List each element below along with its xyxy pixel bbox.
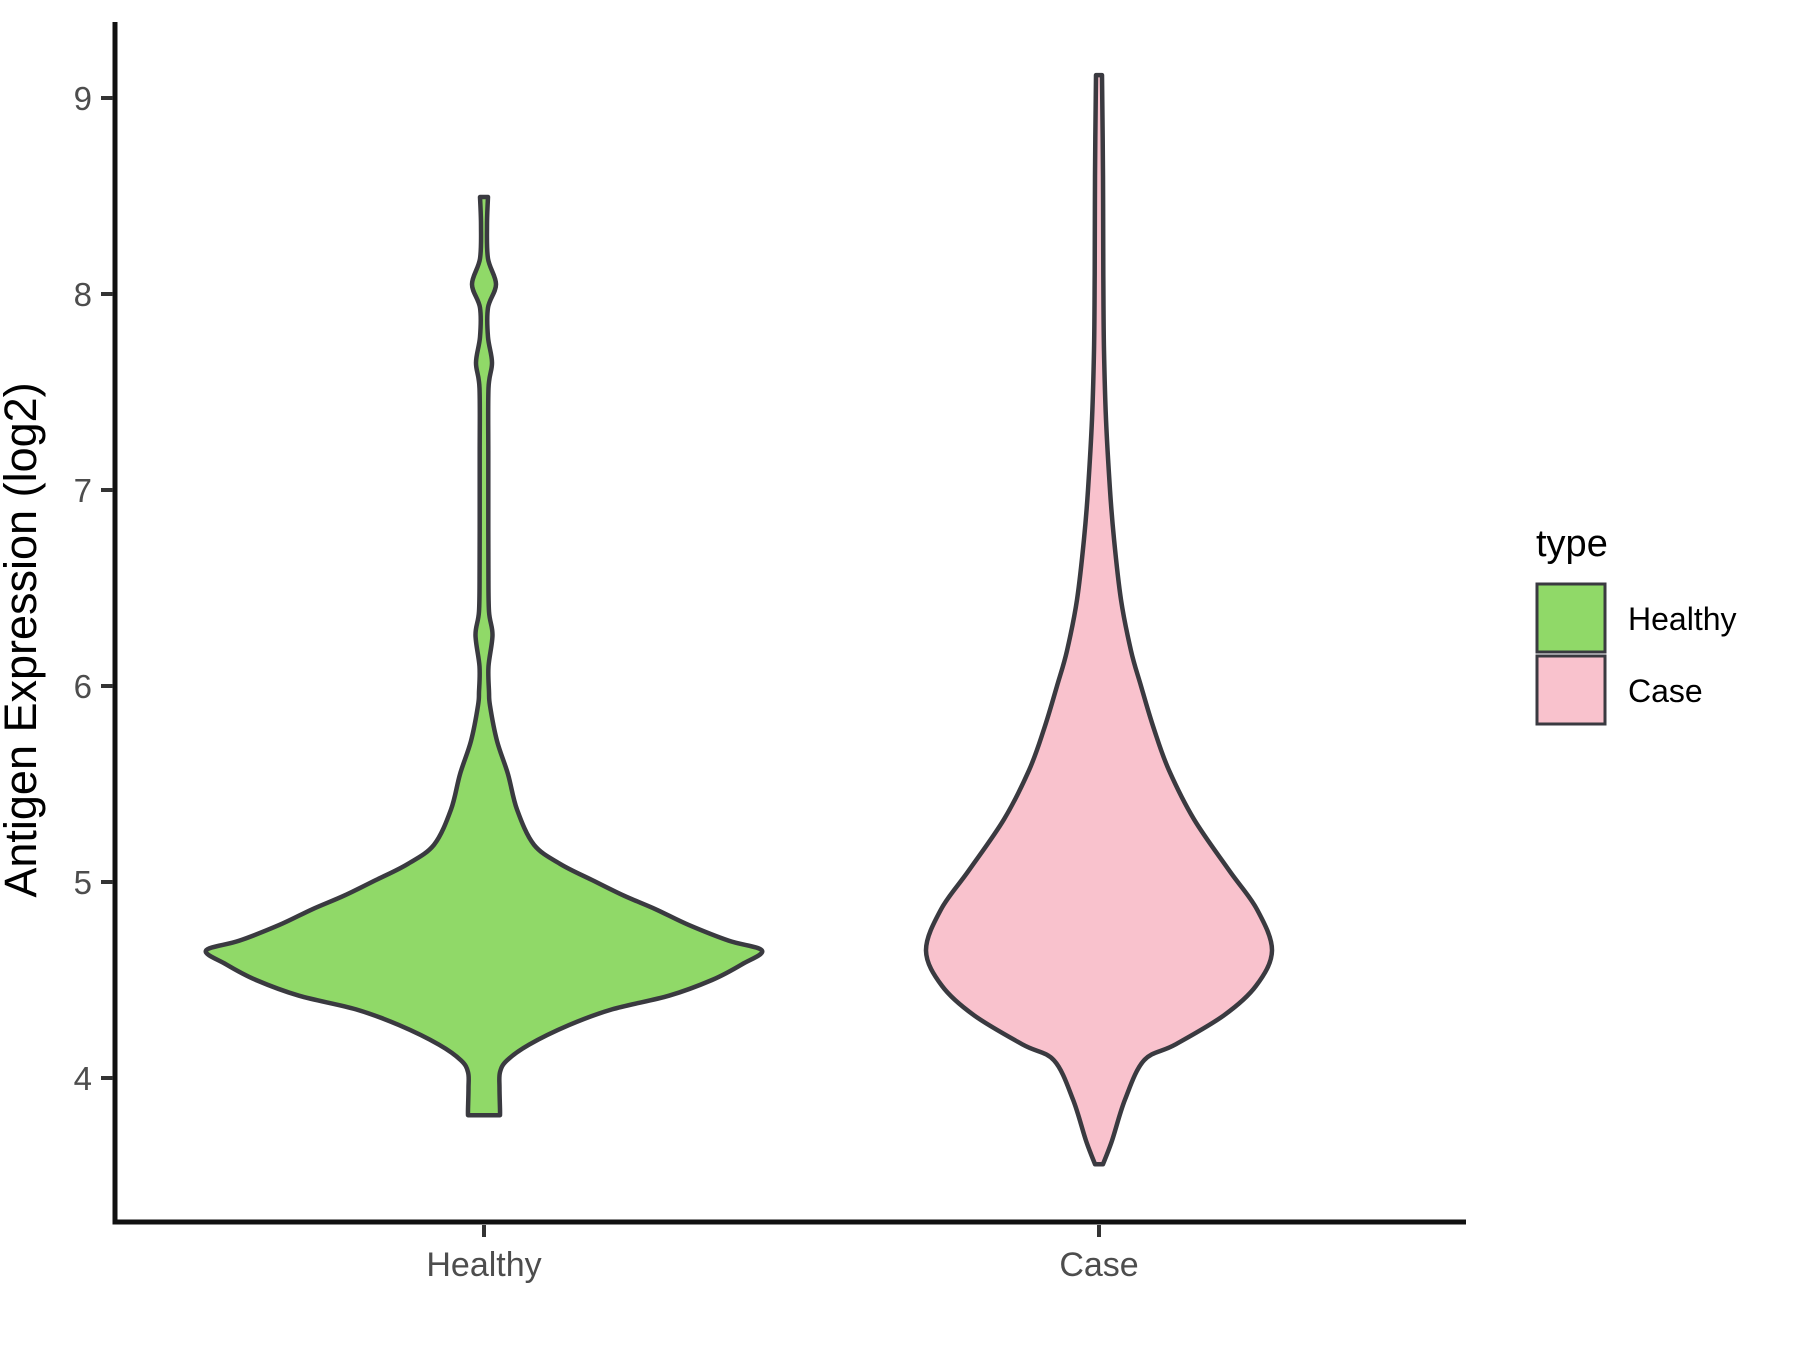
- y-tick-label: 7: [74, 472, 92, 509]
- x-tick-label-healthy: Healthy: [426, 1246, 541, 1284]
- y-tick-label: 5: [74, 864, 92, 901]
- y-axis-title: Antigen Expression (log2): [0, 382, 46, 897]
- legend-label-healthy: Healthy: [1628, 601, 1737, 637]
- legend: type Healthy Case: [1535, 523, 1737, 726]
- legend-swatch-case: [1535, 654, 1607, 726]
- y-tick-label: 6: [74, 668, 92, 705]
- legend-title: type: [1536, 523, 1608, 565]
- y-tick-label: 9: [74, 80, 92, 117]
- violin-healthy: [203, 194, 765, 1118]
- y-tick-label: 8: [74, 276, 92, 313]
- y-tick-label: 4: [74, 1060, 92, 1097]
- violin-case: [923, 72, 1275, 1167]
- legend-label-case: Case: [1628, 673, 1703, 709]
- legend-swatch-healthy: [1535, 582, 1607, 654]
- x-tick-label-case: Case: [1059, 1246, 1138, 1284]
